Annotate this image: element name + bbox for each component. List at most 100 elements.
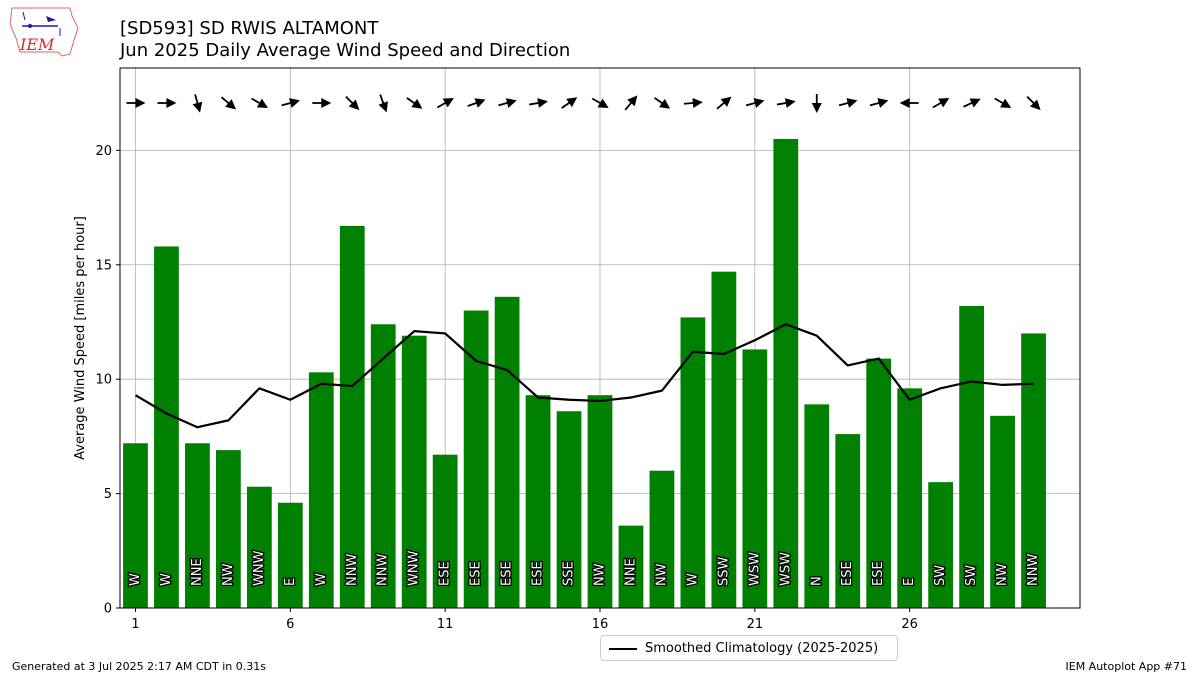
wind-arrow (716, 96, 732, 110)
direction-label: W (128, 573, 143, 586)
chart-title-line1: [SD593] SD RWIS ALTAMONT (120, 18, 379, 39)
direction-label: NNE (190, 558, 205, 586)
wind-arrow (312, 98, 332, 108)
wind-arrow (591, 97, 609, 108)
bar (866, 358, 892, 608)
direction-label: NNW (376, 554, 391, 586)
bar (649, 470, 675, 608)
bar (618, 525, 644, 608)
direction-label-layer: W W NNE NW WNW E W NNW NNW WNW ESE ESE ESE ESE SSE NW NN… (127, 549, 1043, 587)
logo-text: IEM (19, 35, 55, 54)
y-tick-label: 10 (95, 373, 112, 388)
bar (835, 434, 861, 608)
bar (990, 415, 1015, 608)
wind-arrow (932, 98, 950, 109)
direction-label: ESE (840, 561, 855, 586)
x-tick-label: 11 (437, 617, 454, 632)
wind-arrow (126, 98, 146, 108)
direction-label: ESE (500, 561, 515, 586)
bar (959, 305, 984, 608)
bar (370, 324, 396, 608)
wind-arrow (498, 98, 517, 108)
footer-generated: Generated at 3 Jul 2025 2:17 AM CDT in 0… (12, 660, 266, 673)
direction-label: ESE (871, 561, 886, 586)
wind-arrow (899, 98, 919, 108)
bar (277, 502, 303, 608)
direction-label: ESE (438, 561, 453, 586)
bar (804, 404, 830, 608)
direction-label: NNE (623, 558, 638, 586)
y-tick-label: 15 (95, 258, 112, 273)
direction-label: WSW (778, 552, 793, 586)
climatology-line (134, 323, 1034, 429)
y-tick-label: 0 (104, 602, 112, 617)
wind-arrow (683, 98, 703, 108)
direction-label: NW (654, 563, 669, 586)
bar (246, 486, 272, 608)
wind-arrow (994, 97, 1012, 108)
bar (432, 454, 458, 608)
direction-label: N (809, 576, 824, 586)
legend-line-swatch (609, 648, 637, 650)
direction-label: SW (964, 565, 979, 586)
bar (154, 246, 179, 608)
y-axis-label: Average Wind Speed [miles per hour] (73, 216, 88, 460)
direction-label: W (159, 573, 174, 586)
bar (773, 138, 799, 609)
bar (123, 443, 148, 608)
direction-label: W (314, 573, 329, 586)
y-tick-label: 20 (95, 144, 112, 159)
bar-layer (123, 138, 1046, 609)
wind-arrow (811, 94, 822, 113)
bar (897, 388, 923, 608)
x-tick-label: 6 (286, 617, 294, 632)
direction-label: SW (933, 565, 948, 586)
climatology-line-layer (134, 323, 1034, 429)
bar (494, 296, 520, 608)
wind-arrow (157, 98, 177, 108)
direction-label: NNW (345, 554, 360, 586)
bar (928, 482, 954, 608)
x-tick-label: 26 (901, 617, 918, 632)
wind-arrow (378, 94, 388, 113)
wind-arrow (869, 98, 889, 108)
wind-arrow (436, 98, 454, 109)
wind-arrow (192, 94, 203, 113)
bar (556, 411, 582, 608)
wind-arrow (406, 97, 423, 109)
bar (1021, 333, 1046, 608)
wind-arrow (1026, 95, 1041, 111)
wind-arrow (281, 98, 300, 108)
bar (185, 443, 210, 608)
wind-arrow-layer (126, 94, 1041, 113)
wind-arrow (345, 95, 360, 111)
bar (680, 317, 706, 608)
direction-label: NW (593, 563, 608, 586)
wind-arrow (963, 98, 981, 108)
bar (308, 372, 334, 608)
bar (525, 395, 551, 608)
chart-title-line2: Jun 2025 Daily Average Wind Speed and Di… (120, 40, 571, 61)
direction-label: NW (995, 563, 1010, 586)
wind-arrow (220, 96, 237, 110)
wind-arrow (529, 98, 548, 108)
x-tick-label: 21 (747, 617, 764, 632)
x-tick-label: 1 (131, 617, 139, 632)
wind-arrow (745, 98, 765, 108)
direction-label: ESE (469, 561, 484, 586)
wind-arrow (654, 97, 671, 109)
bar (587, 395, 613, 608)
wind-arrow (624, 95, 638, 111)
bar (742, 349, 768, 608)
direction-label: WNW (252, 550, 267, 586)
iem-logo: IEM (9, 7, 79, 57)
bar (401, 335, 427, 608)
y-tick-label: 5 (104, 487, 112, 502)
direction-label: WSW (747, 552, 762, 586)
direction-label: W (685, 573, 700, 586)
direction-label: NNW (1026, 554, 1041, 586)
footer-app: IEM Autoplot App #71 (1065, 660, 1188, 673)
legend-label: Smoothed Climatology (2025-2025) (645, 641, 879, 656)
legend: Smoothed Climatology (2025-2025) (600, 635, 898, 661)
